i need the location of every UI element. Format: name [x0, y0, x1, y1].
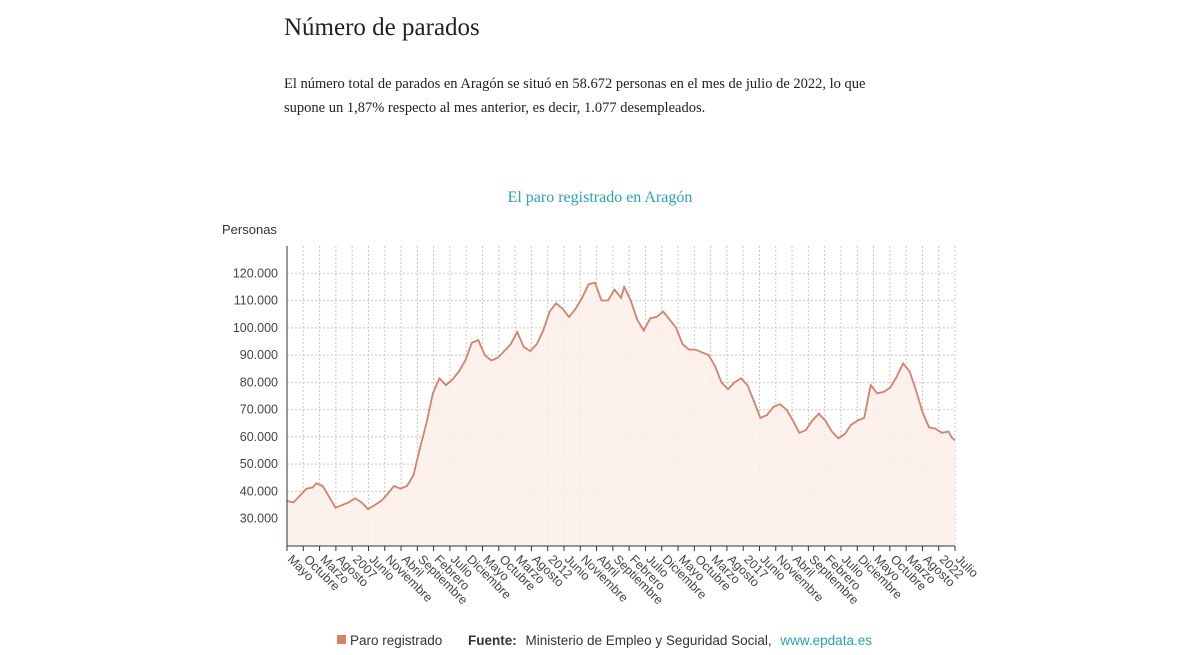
y-axis-label: Personas: [222, 222, 277, 237]
y-tick-label: 30.000: [240, 512, 278, 526]
chart-title: El paro registrado en Aragón: [508, 189, 693, 206]
y-ticks: 30.000 40.000 50.000 60.000 70.000 80.000 90.0…: [233, 266, 278, 525]
lead-paragraph: El número total de parados en Aragón se …: [284, 76, 866, 116]
source: Fuente: Ministerio de Empleo y Seguridad…: [468, 633, 872, 648]
y-tick-label: 60.000: [240, 430, 278, 444]
y-tick-label: 100.000: [233, 321, 278, 335]
y-tick-label: 80.000: [240, 375, 278, 389]
legend: Paro registrado: [337, 633, 442, 648]
svg-text:Fuente: Ministerio de Em: Fuente: Ministerio de Empleo y Seguridad…: [468, 633, 872, 648]
y-tick-label: 90.000: [240, 348, 278, 362]
legend-swatch: [337, 635, 346, 644]
y-tick-label: 120.000: [233, 266, 278, 280]
source-link[interactable]: www.epdata.es: [779, 633, 872, 648]
y-tick-label: 70.000: [240, 403, 278, 417]
legend-label: Paro registrado: [350, 633, 442, 648]
source-text: Ministerio de Empleo y Seguridad Social,: [526, 633, 772, 648]
source-label: Fuente:: [468, 633, 517, 648]
y-tick-label: 40.000: [240, 484, 278, 498]
y-tick-label: 110.000: [234, 294, 278, 308]
page-title: Número de parados: [284, 14, 480, 41]
series-line: [286, 281, 956, 511]
series-area: [287, 282, 955, 546]
x-ticks: MayoOctubreMarzoAgosto2007JunioNoviembre…: [285, 546, 981, 607]
y-tick-label: 50.000: [240, 457, 278, 471]
